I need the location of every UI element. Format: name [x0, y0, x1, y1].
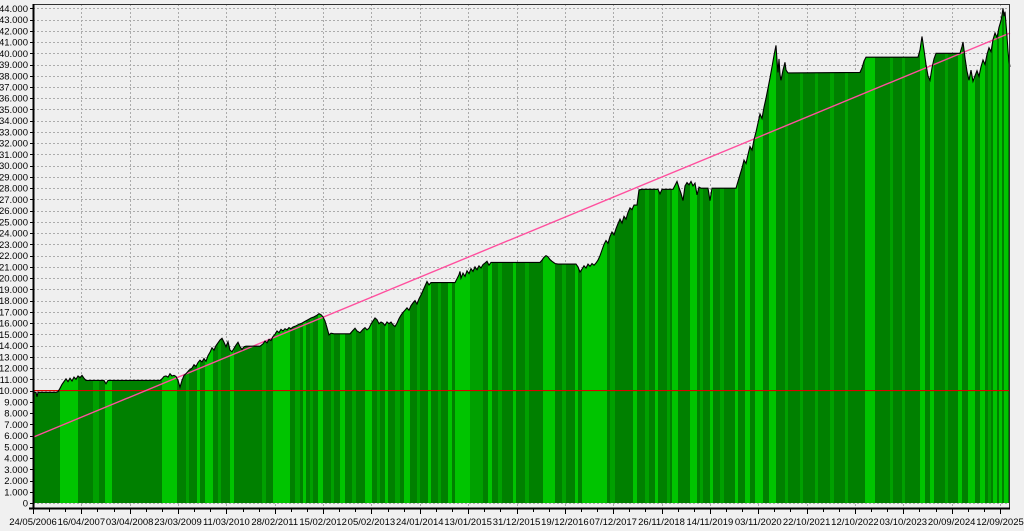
equity-outline: [33, 8, 1011, 397]
x-tick-label: 03/04/2008: [106, 517, 154, 528]
y-tick-label: 24.000: [0, 229, 28, 240]
x-tick-label: 03/11/2020: [735, 517, 782, 528]
x-tick-label: 07/12/2017: [589, 517, 637, 528]
y-tick-label: 26.000: [0, 206, 28, 217]
y-tick-label: 38.000: [0, 71, 28, 82]
x-tick-labels: 24/05/2006 16/04/2007 03/04/2008 23/03/2009…: [9, 517, 1024, 528]
y-tick-label: 40.000: [0, 49, 28, 60]
y-tick-label: 1.000: [4, 487, 28, 498]
x-tick-label: 31/12/2015: [493, 517, 541, 528]
y-tick-label: 0: [23, 499, 28, 510]
y-tick-label: 14.000: [0, 341, 28, 352]
y-tick-label: 22.000: [0, 251, 28, 262]
y-tick-label: 17.000: [0, 307, 28, 318]
x-tick-label: 19/12/2016: [541, 517, 589, 528]
y-tick-labels: 01.0002.0003.0004.0005.0006.0007.0008.00…: [0, 4, 28, 510]
axis-ticks: [30, 8, 1001, 514]
regression-line: [32, 32, 1011, 438]
x-tick-label: 23/03/2009: [154, 517, 202, 528]
x-tick-label: 03/10/2023: [880, 517, 928, 528]
y-tick-label: 6.000: [4, 431, 28, 442]
y-tick-label: 3.000: [4, 465, 28, 476]
y-tick-label: 11.000: [0, 375, 28, 386]
y-tick-label: 18.000: [0, 296, 28, 307]
y-tick-label: 12.000: [0, 364, 28, 375]
y-tick-label: 32.000: [0, 139, 28, 150]
x-tick-label: 16/04/2007: [58, 517, 106, 528]
y-tick-label: 10.000: [0, 386, 28, 397]
y-tick-label: 25.000: [0, 217, 28, 228]
y-tick-label: 37.000: [0, 83, 28, 94]
x-tick-label: 26/11/2018: [638, 517, 685, 528]
y-tick-label: 5.000: [4, 442, 28, 453]
y-tick-label: 35.000: [0, 105, 28, 116]
x-tick-label: 24/01/2014: [396, 517, 444, 528]
y-tick-label: 29.000: [0, 172, 28, 183]
y-tick-label: 15.000: [0, 330, 28, 341]
x-tick-label: 20/09/2024: [928, 517, 976, 528]
x-tick-label: 28/02/2011: [251, 517, 298, 528]
y-tick-label: 41.000: [0, 38, 28, 49]
y-tick-label: 43.000: [0, 15, 28, 26]
x-tick-label: 24/05/2006: [9, 517, 57, 528]
y-tick-label: 13.000: [0, 352, 28, 363]
x-tick-label: 05/02/2013: [348, 517, 396, 528]
y-tick-label: 8.000: [4, 409, 28, 420]
x-tick-label: 22/10/2021: [783, 517, 831, 528]
x-tick-label: 14/11/2019: [686, 517, 733, 528]
y-tick-label: 28.000: [0, 184, 28, 195]
y-tick-label: 44.000: [0, 4, 28, 15]
y-tick-label: 36.000: [0, 94, 28, 105]
y-tick-label: 42.000: [0, 26, 28, 37]
y-tick-label: 30.000: [0, 161, 28, 172]
y-tick-label: 19.000: [0, 285, 28, 296]
y-tick-label: 33.000: [0, 127, 28, 138]
y-tick-label: 4.000: [4, 454, 28, 465]
y-tick-label: 39.000: [0, 60, 28, 71]
y-tick-label: 2.000: [4, 476, 28, 487]
y-tick-label: 20.000: [0, 274, 28, 285]
x-tick-label: 12/09/2025: [976, 517, 1024, 528]
y-tick-label: 23.000: [0, 240, 28, 251]
x-tick-label: 11/03/2010: [203, 517, 250, 528]
x-tick-label: 15/02/2012: [299, 517, 347, 528]
y-tick-label: 31.000: [0, 150, 28, 161]
y-tick-label: 27.000: [0, 195, 28, 206]
y-tick-label: 21.000: [0, 262, 28, 273]
y-tick-label: 7.000: [4, 420, 28, 431]
x-tick-label: 12/10/2022: [831, 517, 879, 528]
y-tick-label: 9.000: [4, 397, 28, 408]
y-tick-label: 34.000: [0, 116, 28, 127]
x-tick-label: 13/01/2015: [444, 517, 492, 528]
y-tick-label: 16.000: [0, 319, 28, 330]
